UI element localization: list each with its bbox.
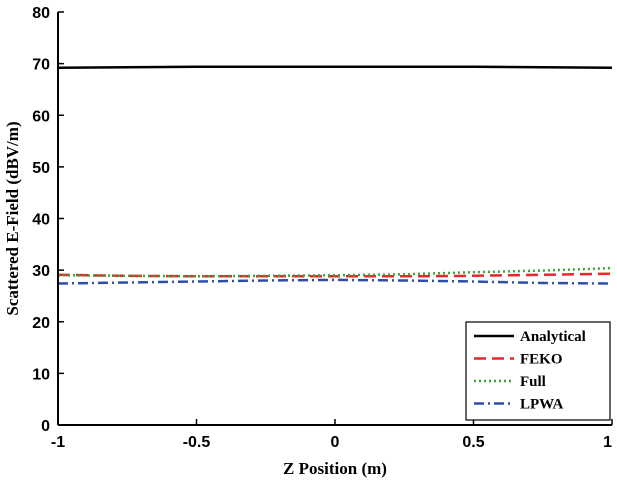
y-tick-label: 20 bbox=[32, 315, 50, 332]
y-tick-label: 60 bbox=[32, 108, 50, 125]
y-tick-label: 70 bbox=[32, 57, 50, 74]
series-line-feko bbox=[57, 272, 613, 278]
legend-label-analytical: Analytical bbox=[520, 329, 586, 345]
x-axis-title: Z Position (m) bbox=[283, 459, 387, 478]
legend-label-feko: FEKO bbox=[520, 352, 563, 368]
y-tick-label: 30 bbox=[32, 263, 50, 280]
y-tick-label: 10 bbox=[32, 366, 50, 383]
y-axis-title: Scattered E-Field (dBV/m) bbox=[3, 121, 22, 315]
series-line-full bbox=[57, 266, 613, 278]
legend-label-lpwa: LPWA bbox=[520, 397, 564, 413]
y-tick-label: 0 bbox=[41, 418, 50, 435]
y-tick-label: 40 bbox=[32, 212, 50, 229]
x-tick-label: 0.5 bbox=[462, 434, 484, 451]
legend-label-full: Full bbox=[520, 374, 546, 390]
series-line-analytical bbox=[57, 65, 613, 70]
axes: 0 10 20 30 40 50 60 70 80 -1 -0.5 0 0.5 1 Z Position (… bbox=[3, 5, 613, 478]
series-line-lpwa bbox=[57, 278, 613, 285]
x-tick-label: 0 bbox=[331, 434, 340, 451]
legend: Analytical FEKO Full LPWA bbox=[465, 321, 611, 421]
x-tick-label: 1 bbox=[603, 434, 612, 451]
y-tick-label: 50 bbox=[32, 160, 50, 177]
x-tick-label: -0.5 bbox=[183, 434, 211, 451]
y-tick-label: 80 bbox=[32, 5, 50, 22]
x-tick-label: -1 bbox=[51, 434, 65, 451]
